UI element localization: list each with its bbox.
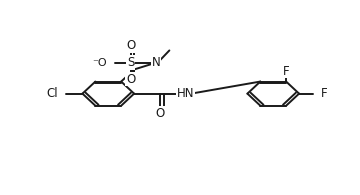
Text: O: O	[126, 39, 135, 52]
Text: Cl: Cl	[46, 87, 58, 100]
Text: ⁻O: ⁻O	[92, 58, 107, 67]
Text: O: O	[126, 73, 135, 86]
Text: S: S	[127, 56, 134, 69]
Text: HN: HN	[177, 87, 194, 100]
Text: N: N	[152, 56, 161, 69]
Text: F: F	[321, 87, 328, 100]
Text: F: F	[283, 65, 289, 78]
Text: O: O	[155, 107, 165, 120]
